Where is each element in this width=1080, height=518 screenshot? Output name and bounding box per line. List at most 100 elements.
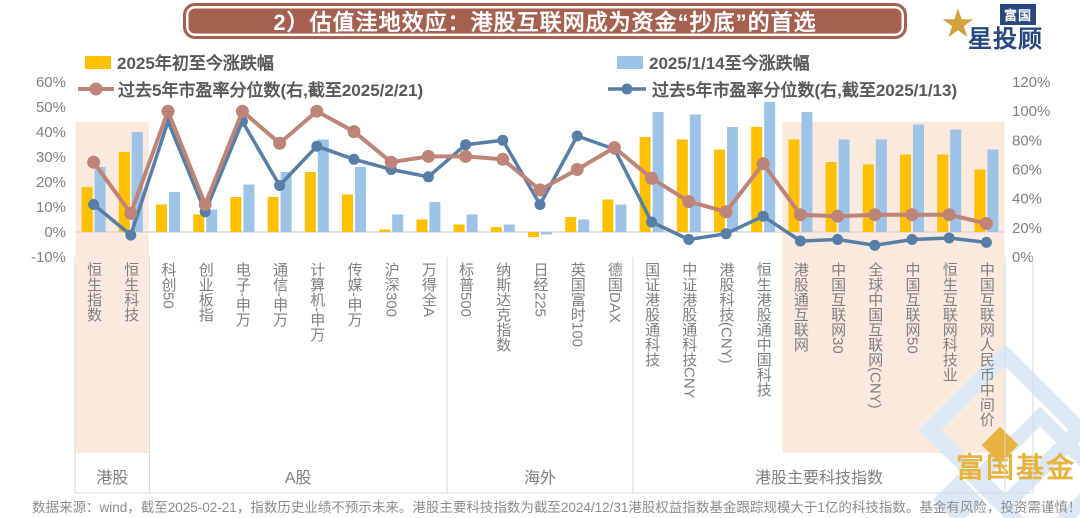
footer-note: 数据来源：wind，截至2025-02-21，指数历史业绩不预示未来。港股主要科… bbox=[32, 500, 1080, 515]
line-series-0 bbox=[87, 104, 993, 230]
svg-text:50%: 50% bbox=[36, 99, 66, 116]
bar bbox=[788, 139, 800, 232]
bar bbox=[280, 172, 292, 232]
svg-text:30%: 30% bbox=[36, 149, 66, 166]
svg-text:0%: 0% bbox=[44, 224, 66, 241]
svg-text:40%: 40% bbox=[1012, 191, 1042, 208]
data-point-marker bbox=[943, 232, 955, 244]
category-label: 万得全A bbox=[420, 262, 437, 317]
bar bbox=[304, 172, 316, 232]
separators bbox=[74, 257, 1034, 494]
category-label: 恒生互联网科技业 bbox=[941, 262, 958, 382]
category-label: 英国富时100 bbox=[569, 261, 586, 347]
bar bbox=[466, 214, 478, 232]
data-point-marker bbox=[980, 236, 992, 248]
data-point-marker bbox=[347, 125, 361, 139]
svg-text:80%: 80% bbox=[1012, 132, 1042, 149]
data-point-marker bbox=[88, 199, 100, 210]
data-point-marker bbox=[496, 152, 510, 166]
bar bbox=[875, 139, 887, 232]
data-point-marker bbox=[125, 229, 137, 241]
bar bbox=[714, 149, 725, 232]
category-label: 传媒-申万 bbox=[346, 262, 363, 328]
svg-text:0%: 0% bbox=[1012, 249, 1034, 266]
data-point-marker bbox=[571, 130, 583, 142]
category-label: 沪深300 bbox=[383, 262, 400, 317]
svg-text:10%: 10% bbox=[36, 199, 66, 216]
bar bbox=[206, 209, 218, 232]
category-label: 创业板指 bbox=[197, 262, 214, 323]
legend: 2025年初至今涨跌幅 2025/1/14至今涨跌幅过去5年市盈率分位数(右,截至… bbox=[78, 53, 957, 100]
legend-marker bbox=[89, 82, 103, 96]
group-label: 港股 bbox=[96, 469, 128, 487]
group-labels: 港股 A股 海外 港股主要科技指数 bbox=[96, 469, 883, 487]
group-label: A股 bbox=[285, 469, 312, 487]
data-point-marker bbox=[310, 104, 324, 118]
data-point-marker bbox=[460, 139, 472, 151]
bar bbox=[639, 137, 651, 232]
legend-label: 2025/1/14至今涨跌幅 bbox=[649, 53, 810, 73]
data-point-marker bbox=[533, 183, 547, 197]
right-axis-labels: 120% 100% 80% 60% 40% 20% 0% bbox=[1012, 74, 1050, 266]
svg-text:120%: 120% bbox=[1012, 74, 1050, 91]
legend-label: 2025年初至今涨跌幅 bbox=[117, 53, 274, 73]
bar bbox=[169, 192, 180, 232]
legend-label: 过去5年市盈率分位数(右,截至2025/2/21) bbox=[118, 80, 423, 100]
data-point-marker bbox=[161, 104, 175, 118]
bar bbox=[913, 124, 924, 232]
svg-text:60%: 60% bbox=[1012, 162, 1042, 179]
data-point-marker bbox=[646, 216, 658, 228]
bar bbox=[379, 229, 391, 232]
category-label: 恒生港股通中国科技 bbox=[755, 262, 772, 398]
bar bbox=[490, 227, 502, 232]
svg-text:60%: 60% bbox=[36, 74, 66, 91]
data-point-marker bbox=[645, 171, 659, 185]
data-point-marker bbox=[868, 208, 882, 222]
data-point-marker bbox=[534, 199, 546, 210]
svg-text:100%: 100% bbox=[1012, 103, 1050, 120]
bar bbox=[429, 202, 441, 232]
svg-text:20%: 20% bbox=[1012, 220, 1042, 237]
data-point-marker bbox=[683, 234, 695, 245]
category-label: 通信-申万 bbox=[271, 262, 288, 328]
watermark-text: 富国基金 bbox=[956, 451, 1076, 483]
bar bbox=[801, 112, 813, 232]
category-label: 全球中国互联网(CNY) bbox=[866, 261, 883, 408]
data-point-marker bbox=[570, 163, 584, 176]
bar bbox=[267, 197, 279, 232]
category-label: 纳斯达克指数 bbox=[494, 262, 511, 352]
data-point-marker bbox=[422, 171, 434, 183]
bar bbox=[541, 232, 552, 235]
data-point-marker bbox=[235, 104, 249, 118]
data-point-marker bbox=[832, 234, 844, 245]
bar bbox=[453, 224, 465, 232]
data-point-marker bbox=[87, 155, 101, 169]
bar bbox=[825, 162, 837, 232]
bar bbox=[751, 127, 763, 232]
data-point-marker bbox=[942, 208, 956, 222]
bar bbox=[94, 167, 106, 232]
bar bbox=[578, 219, 590, 232]
bar bbox=[503, 224, 515, 232]
data-point-marker bbox=[497, 134, 509, 146]
svg-text:-10%: -10% bbox=[31, 249, 66, 266]
data-point-marker bbox=[794, 235, 806, 247]
bar bbox=[565, 217, 577, 232]
data-point-marker bbox=[757, 210, 769, 222]
x-axis-labels: 恒生指数 恒生科技 科创50 创业板指 电子-申万 通信-申万 计算机-申万 传媒-申万 沪深3… bbox=[85, 261, 995, 427]
bar bbox=[727, 127, 738, 232]
category-label: 中国互联网30 bbox=[829, 262, 846, 354]
bar bbox=[987, 149, 999, 232]
data-point-marker bbox=[311, 140, 323, 152]
bar bbox=[838, 139, 850, 232]
bar bbox=[317, 139, 329, 232]
bar bbox=[950, 129, 962, 232]
category-label: 中国互联网50 bbox=[904, 262, 921, 354]
data-point-marker bbox=[198, 198, 212, 211]
category-label: 科创50 bbox=[160, 262, 177, 309]
category-label: 电子-申万 bbox=[234, 262, 251, 328]
bar bbox=[392, 214, 404, 232]
bar bbox=[156, 204, 167, 232]
